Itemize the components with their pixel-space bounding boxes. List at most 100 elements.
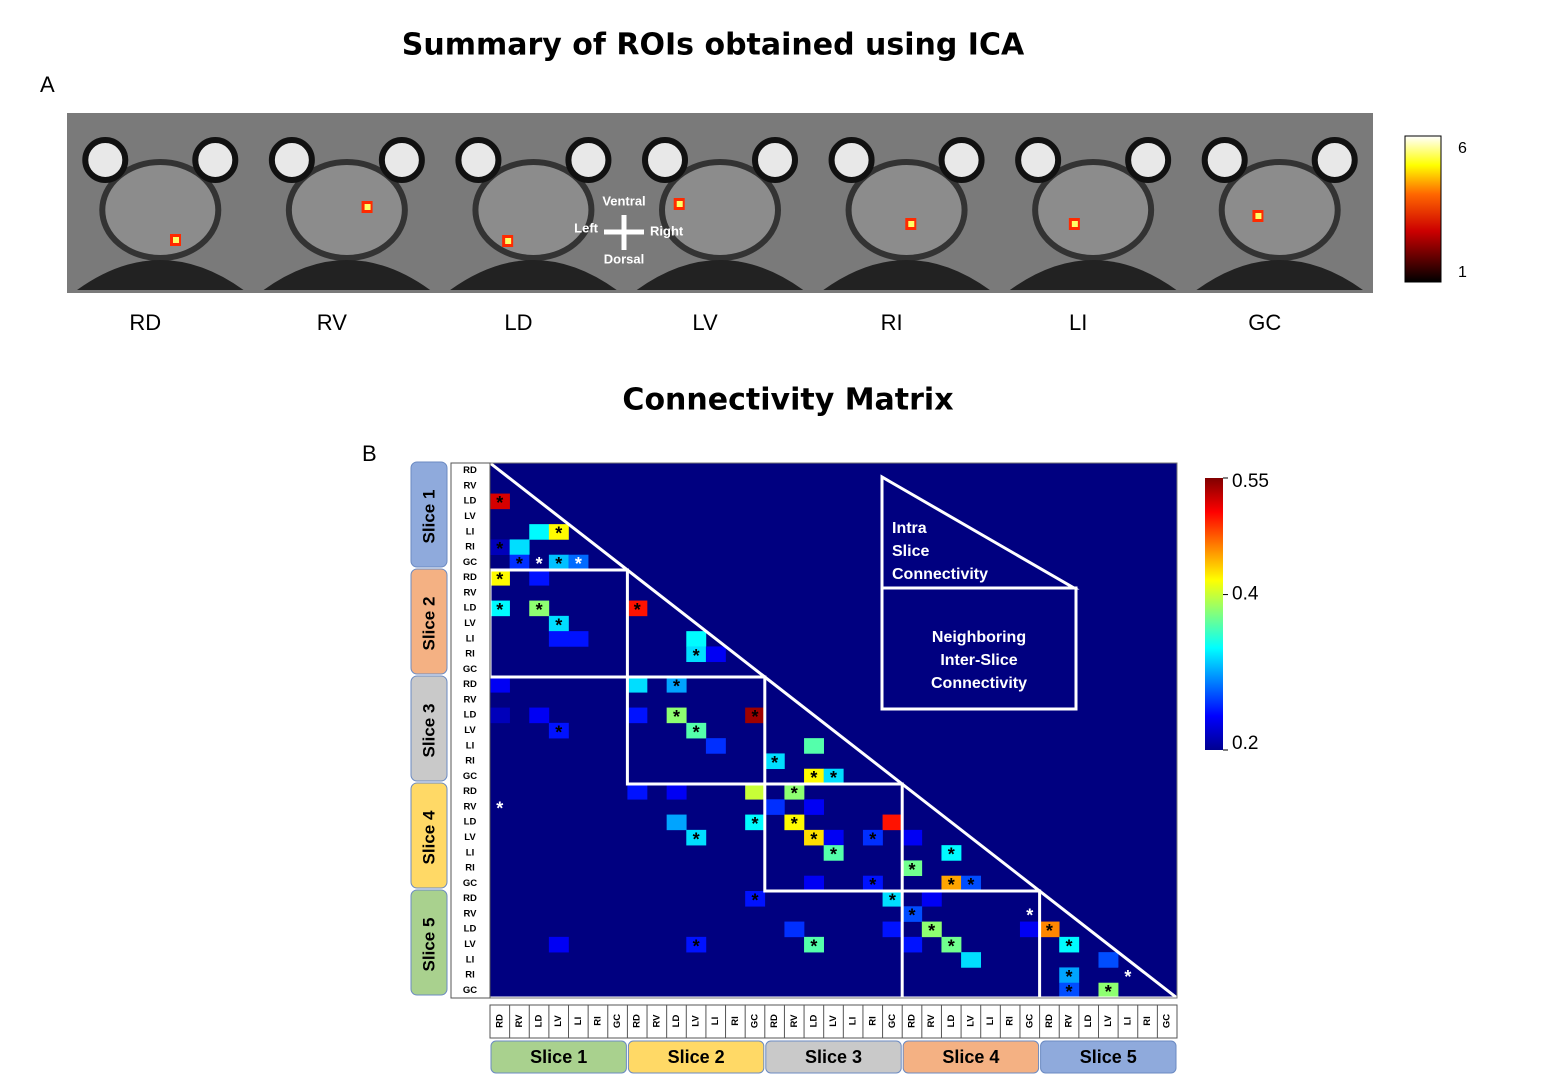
cell <box>1059 967 1080 984</box>
row-label: LV <box>464 832 476 843</box>
cerebellum-edge <box>450 260 617 290</box>
significance-star: * <box>555 554 562 574</box>
cell <box>529 707 550 724</box>
row-label: LD <box>464 603 477 614</box>
significance-star: * <box>948 936 955 956</box>
eye <box>268 137 315 183</box>
significance-star: * <box>496 600 503 620</box>
significance-star: * <box>928 921 935 941</box>
significance-star: * <box>869 875 876 895</box>
col-label: GC <box>612 1014 623 1028</box>
row-label: GC <box>463 878 477 889</box>
brainstem <box>99 159 222 261</box>
colorbar-tick-label: 0.2 <box>1232 733 1258 754</box>
cell <box>902 860 923 877</box>
roi-label: LI <box>1069 310 1087 335</box>
col-label: LD <box>946 1015 957 1028</box>
eye <box>938 137 985 183</box>
eye <box>1015 137 1062 183</box>
col-label: RI <box>592 1016 603 1026</box>
col-label: RV <box>651 1014 662 1028</box>
row-label: RD <box>463 465 477 476</box>
significance-star: * <box>948 875 955 895</box>
cell <box>1019 906 1040 922</box>
eye <box>828 137 875 183</box>
significance-star: * <box>1105 982 1112 1002</box>
cell <box>784 814 805 831</box>
cell <box>686 936 707 953</box>
eye <box>565 137 612 183</box>
cell <box>666 707 687 724</box>
cell <box>902 829 923 846</box>
brainstem <box>659 159 781 261</box>
panel-label: A <box>40 72 55 97</box>
col-label: RI <box>1142 1016 1153 1026</box>
significance-star: * <box>536 554 543 574</box>
orient-left: Left <box>574 220 599 235</box>
cell <box>666 677 687 693</box>
col-label: LD <box>671 1015 682 1028</box>
cell <box>686 646 707 663</box>
cell <box>804 738 824 754</box>
cell <box>804 936 824 953</box>
significance-star: * <box>810 829 817 849</box>
cerebellum-edge <box>77 260 244 290</box>
cell <box>745 891 766 907</box>
col-label: LD <box>808 1015 819 1028</box>
col-label: RV <box>514 1014 525 1028</box>
significance-star: * <box>1066 967 1073 987</box>
legend-inter: Neighboring <box>932 629 1026 646</box>
cell <box>509 554 530 571</box>
significance-star: * <box>575 554 582 574</box>
significance-star: * <box>810 936 817 956</box>
orient-down: Dorsal <box>604 251 644 266</box>
cell <box>784 784 805 800</box>
cell <box>1019 921 1040 938</box>
cell <box>686 631 707 647</box>
row-label: RV <box>463 587 477 598</box>
cell <box>1098 952 1119 968</box>
significance-star: * <box>1124 967 1131 987</box>
cell <box>568 554 589 571</box>
colorbar-tick-label: 0.4 <box>1232 584 1259 605</box>
row-label: LD <box>464 710 477 721</box>
cell <box>548 722 569 739</box>
significance-star: * <box>1066 936 1073 956</box>
roi-label: LV <box>692 310 718 335</box>
row-label: LI <box>466 633 474 644</box>
cell <box>548 524 569 540</box>
cell <box>764 799 785 815</box>
cell <box>745 784 766 800</box>
significance-star: * <box>830 768 837 788</box>
row-slice-box <box>410 675 448 782</box>
col-slice-box <box>1040 1040 1177 1074</box>
row-slice-label: Slice 5 <box>419 918 438 972</box>
brainstem <box>1032 159 1155 261</box>
cell <box>548 936 569 953</box>
significance-star: * <box>496 539 503 559</box>
col-slice-label: Slice 1 <box>530 1047 587 1067</box>
col-label: RI <box>1005 1016 1016 1026</box>
cerebellum-edge <box>1009 260 1177 290</box>
significance-star: * <box>830 845 837 865</box>
col-slice-label: Slice 3 <box>805 1047 862 1067</box>
matrix: * * * * * * * * * * * * * * * * * * * * * * * * * * * * * * * * * * * * * * * *… <box>410 461 1182 1074</box>
col-label-box <box>489 1004 1178 1039</box>
row-slice-label: Slice 3 <box>419 704 438 758</box>
roi-core <box>908 221 915 227</box>
row-label: LV <box>464 939 476 950</box>
row-label: RD <box>463 572 477 583</box>
eye <box>192 137 239 183</box>
cell <box>862 875 883 892</box>
row-label: GC <box>463 985 477 996</box>
cell <box>784 921 805 938</box>
cell <box>1118 967 1139 984</box>
cerebellum-edge <box>263 260 431 290</box>
roi-core <box>364 204 371 210</box>
cell <box>705 738 726 754</box>
colorbar-a-min: 1 <box>1458 264 1467 281</box>
orient-right: Right <box>650 223 684 238</box>
row-slice-box <box>410 889 448 996</box>
cell <box>529 524 550 540</box>
row-label: RD <box>463 893 477 904</box>
